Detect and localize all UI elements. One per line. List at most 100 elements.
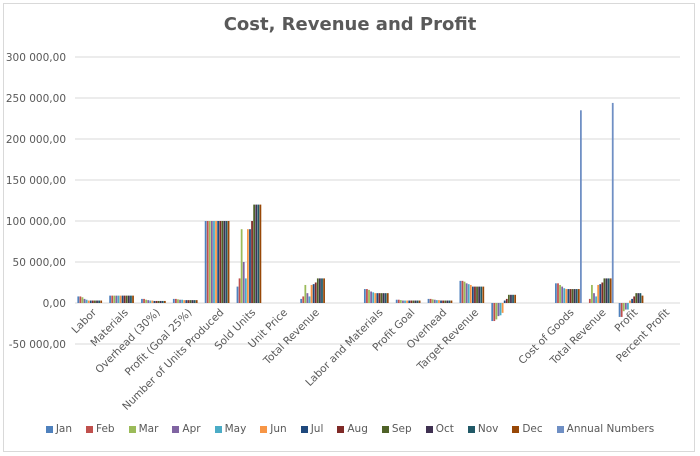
bar <box>143 298 145 303</box>
bar <box>319 278 321 303</box>
bar <box>627 303 629 310</box>
legend-label: Jan <box>55 423 72 435</box>
bar <box>175 298 177 303</box>
bar <box>247 229 249 303</box>
bar <box>368 289 370 303</box>
x-tick-label: Total Revenue <box>261 307 322 368</box>
bar <box>316 278 319 303</box>
legend-label: Jun <box>270 423 287 435</box>
bar <box>588 298 591 303</box>
bar <box>380 293 383 303</box>
bar <box>557 283 559 303</box>
bar <box>482 286 485 303</box>
bar <box>569 289 572 303</box>
bar <box>251 221 253 303</box>
bar <box>366 289 368 303</box>
y-tick-label: -50 000,00 <box>9 339 66 351</box>
bar <box>603 278 606 303</box>
y-tick-label: 200 000,00 <box>6 134 66 146</box>
bar <box>227 221 230 303</box>
bar <box>308 296 311 303</box>
bar <box>149 300 152 303</box>
bar <box>79 296 82 303</box>
bar <box>113 295 116 303</box>
bar <box>161 300 164 303</box>
bar <box>130 295 132 303</box>
legend-item: Mar <box>128 423 158 435</box>
bar <box>507 294 510 303</box>
bar <box>607 278 610 303</box>
bar <box>605 278 608 303</box>
bar <box>491 303 494 322</box>
x-tick-label: Cost of Goods <box>516 307 576 367</box>
bar <box>618 303 621 317</box>
bar <box>225 221 228 303</box>
legend-swatch <box>512 425 520 433</box>
bar <box>433 299 436 303</box>
bar <box>91 300 94 303</box>
chart-legend: Jan Feb Mar Apr May Jun Jul Aug Sep Oct Nov Dec Annu… <box>0 423 700 435</box>
bar <box>444 300 447 303</box>
bar <box>480 286 483 303</box>
bar <box>306 293 309 303</box>
legend-item: Dec <box>512 423 543 435</box>
bar <box>408 300 411 303</box>
bar <box>127 295 130 303</box>
bar <box>141 298 143 303</box>
bar <box>397 299 400 303</box>
bar <box>300 298 303 303</box>
legend-item: Nov <box>467 423 499 435</box>
bar <box>440 300 442 303</box>
bar <box>96 300 98 303</box>
bar <box>85 299 88 303</box>
legend-swatch <box>128 425 136 433</box>
bar <box>215 221 217 303</box>
bar <box>323 278 325 303</box>
bar <box>219 221 222 303</box>
bar <box>412 300 415 303</box>
bar <box>204 221 207 303</box>
bar <box>505 298 508 303</box>
legend-label: Jul <box>310 423 324 435</box>
legend-swatch <box>337 425 345 433</box>
y-tick-label: 300 000,00 <box>6 52 66 64</box>
legend-label: Annual Numbers <box>566 423 655 435</box>
bar <box>163 300 166 303</box>
bar <box>374 293 377 303</box>
legend-label: Aug <box>347 423 368 435</box>
bar <box>117 295 120 303</box>
bar <box>77 296 80 303</box>
bar <box>321 278 323 303</box>
bar <box>597 284 600 303</box>
bar <box>378 293 381 303</box>
legend-item: Oct <box>425 423 454 435</box>
bar <box>559 284 561 303</box>
bar <box>179 299 181 303</box>
bar <box>410 300 413 303</box>
bar <box>499 303 502 316</box>
bar <box>145 299 148 303</box>
bar <box>195 300 198 303</box>
bar <box>471 286 474 303</box>
bar <box>448 300 451 303</box>
bar <box>631 298 633 303</box>
bar <box>238 278 241 303</box>
bar <box>314 282 317 303</box>
bar <box>416 300 419 303</box>
bar <box>206 221 209 303</box>
bar <box>83 298 86 303</box>
bar <box>469 284 472 303</box>
legend-label: Nov <box>477 423 499 435</box>
bar <box>253 204 256 303</box>
bar <box>467 284 470 303</box>
legend-item: Sep <box>381 423 412 435</box>
bar <box>620 303 623 317</box>
bar <box>100 300 103 303</box>
bar <box>512 294 514 303</box>
x-tick-label: Labor <box>70 306 100 336</box>
legend-swatch <box>556 425 564 433</box>
bar <box>404 300 406 303</box>
bar <box>573 289 576 303</box>
legend-label: May <box>224 423 247 435</box>
